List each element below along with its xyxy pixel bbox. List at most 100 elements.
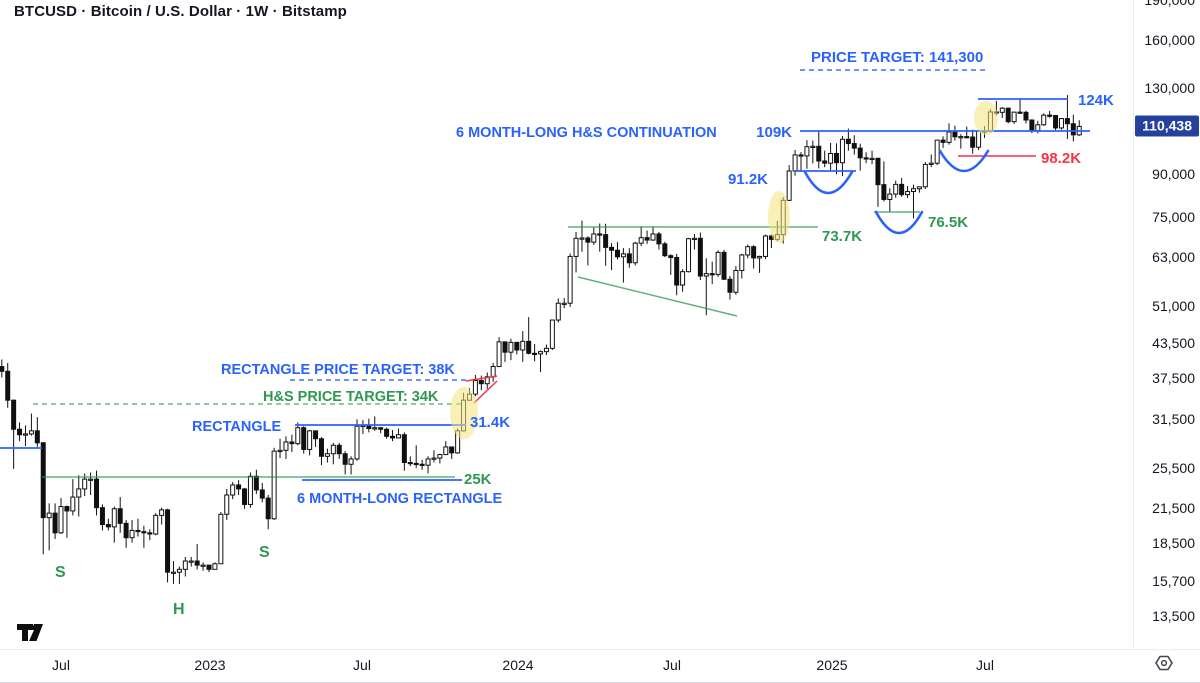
level-31-4k-label[interactable]: 31.4K <box>470 414 510 431</box>
candle <box>816 130 822 169</box>
candle <box>526 317 532 355</box>
arc-head[interactable] <box>874 210 924 235</box>
candle <box>283 436 289 459</box>
candle <box>952 125 958 141</box>
candle <box>638 226 644 246</box>
candle <box>999 107 1005 118</box>
price-axis-tick: 75,000 <box>1152 208 1195 225</box>
candle <box>0 359 5 378</box>
level-76-5k-label[interactable]: 76.5K <box>928 214 968 231</box>
candle <box>893 180 899 198</box>
candle <box>508 338 514 361</box>
candle <box>354 419 360 461</box>
candle <box>58 498 64 535</box>
candle <box>798 152 804 172</box>
candle <box>922 162 928 190</box>
highlight-breakout-2023[interactable] <box>450 387 478 439</box>
candle <box>757 255 763 273</box>
level-73-7k-label[interactable]: 73.7K <box>822 228 862 245</box>
candle <box>839 135 845 177</box>
candle <box>804 140 810 169</box>
candle <box>520 330 526 362</box>
candle <box>828 142 834 171</box>
arc-right-shoulder[interactable] <box>938 149 990 173</box>
candle <box>242 487 248 509</box>
time-axis-tick: Jul <box>52 657 70 673</box>
candle <box>881 161 887 202</box>
time-axis-tick: Jul <box>663 657 681 673</box>
level-91-2k-label[interactable]: 91.2K <box>728 171 768 188</box>
candle <box>17 422 23 442</box>
price-target-141300-label[interactable]: PRICE TARGET: 141,300 <box>811 49 983 66</box>
candle <box>307 430 313 456</box>
highlight-breakout-2024[interactable] <box>768 191 790 243</box>
candle <box>5 363 11 408</box>
candle <box>834 143 840 175</box>
candle <box>620 248 626 283</box>
red-flag-bottom-line[interactable] <box>473 380 498 404</box>
candle <box>916 186 922 193</box>
candle <box>123 519 129 548</box>
candle <box>443 441 449 456</box>
head-letter[interactable]: H <box>173 601 185 618</box>
candle <box>609 243 615 271</box>
candle <box>549 319 555 350</box>
left-shoulder-letter[interactable]: S <box>55 564 66 581</box>
arc-left-shoulder[interactable] <box>803 170 854 195</box>
level-98-2k-label[interactable]: 98.2K <box>1041 150 1081 167</box>
candle <box>644 230 650 244</box>
candle <box>342 451 348 475</box>
candle <box>845 128 851 151</box>
triangle-support-line[interactable] <box>577 276 738 317</box>
tradingview-logo-icon[interactable] <box>16 622 46 642</box>
level-25k-label[interactable]: 25K <box>464 471 492 488</box>
time-axis[interactable]: Jul 2023 Jul 2024 Jul 2025 Jul <box>0 649 1200 683</box>
candle <box>52 503 58 539</box>
hs-price-target-label[interactable]: H&S PRICE TARGET: 34K <box>263 389 439 405</box>
candle <box>603 223 609 266</box>
candle <box>585 236 591 266</box>
candle <box>727 276 733 300</box>
candle <box>810 140 816 164</box>
right-shoulder-letter[interactable]: S <box>259 544 270 561</box>
candle <box>378 426 384 434</box>
candle <box>614 242 620 260</box>
candle <box>212 562 218 570</box>
candle <box>656 231 662 250</box>
candle <box>135 518 141 537</box>
price-axis[interactable]: 190,000 160,000 130,000 90,000 75,000 63,000 5… <box>1133 0 1200 650</box>
level-109k-label[interactable]: 109K <box>756 124 792 141</box>
candle <box>1011 111 1017 124</box>
candle <box>449 446 455 459</box>
candle <box>721 249 727 281</box>
candle <box>46 503 52 551</box>
candle <box>70 479 76 516</box>
level-124k-label[interactable]: 124K <box>1078 92 1114 109</box>
rectangle-label[interactable]: RECTANGLE <box>192 419 281 435</box>
rectangle-6mo-label[interactable]: 6 MONTH-LONG RECTANGLE <box>297 491 502 507</box>
candle <box>905 186 911 199</box>
candle <box>295 422 301 446</box>
candle <box>360 420 366 434</box>
highlight-breakout-2025[interactable] <box>974 101 998 135</box>
candle <box>680 269 686 292</box>
candle <box>887 188 893 212</box>
candle <box>910 184 916 219</box>
candle <box>165 508 171 583</box>
candle <box>407 456 413 467</box>
candle <box>561 297 567 309</box>
hs-continuation-label[interactable]: 6 MONTH-LONG H&S CONTINUATION <box>456 125 717 141</box>
red-flag-top-line[interactable] <box>465 375 498 382</box>
candle <box>715 250 721 277</box>
candle <box>703 258 709 316</box>
candle <box>259 483 265 503</box>
price-scale-settings-icon[interactable] <box>1153 652 1175 674</box>
rectangle-price-target-label[interactable]: RECTANGLE PRICE TARGET: 38K <box>221 362 455 378</box>
price-axis-tick: 63,000 <box>1152 249 1195 266</box>
candle <box>928 154 934 167</box>
candle <box>940 136 946 148</box>
candle <box>395 428 401 439</box>
candle <box>626 248 632 268</box>
